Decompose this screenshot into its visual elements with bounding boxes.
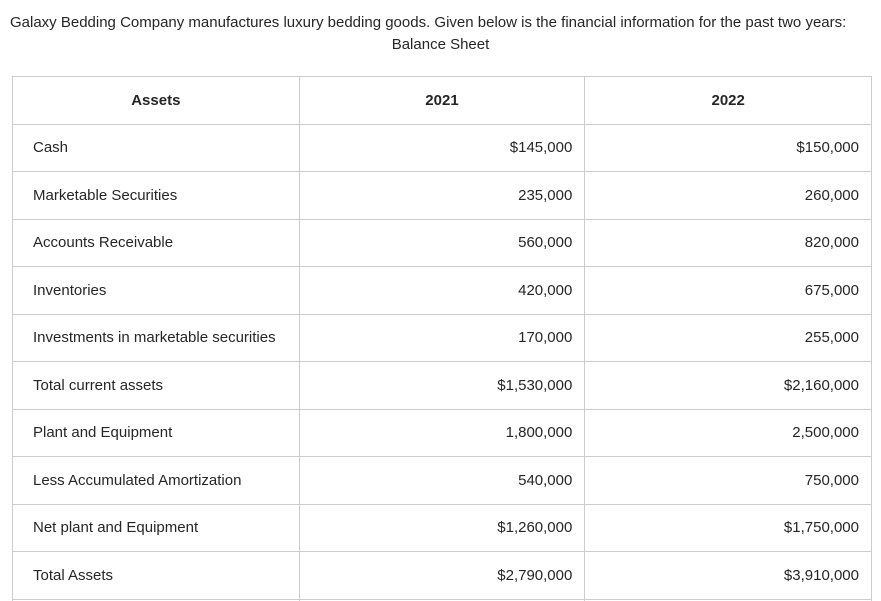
value-2022: $2,160,000 xyxy=(584,361,872,410)
row-label: Total current assets xyxy=(12,361,300,410)
value-2021: 170,000 xyxy=(298,313,586,362)
table-row-total-current-assets: Total current assets $1,530,000 $2,160,0… xyxy=(12,361,872,410)
value-2021: 420,000 xyxy=(298,266,586,315)
value-2022: $150,000 xyxy=(584,123,872,172)
table-row-less-accumulated-amortization: Less Accumulated Amortization 540,000 75… xyxy=(12,456,872,505)
row-label: Cash xyxy=(12,123,300,172)
row-label: Accounts Receivable xyxy=(12,218,300,267)
value-2021: 235,000 xyxy=(298,171,586,220)
row-label: Investments in marketable securities xyxy=(12,313,300,362)
table-row-net-plant-and-equipment: Net plant and Equipment $1,260,000 $1,75… xyxy=(12,503,872,552)
column-header-assets: Assets xyxy=(12,76,300,125)
table-row-accounts-receivable: Accounts Receivable 560,000 820,000 xyxy=(12,218,872,267)
table-row-cash: Cash $145,000 $150,000 xyxy=(12,123,872,172)
table-header-row: Assets 2021 2022 xyxy=(12,76,872,125)
problem-statement: Galaxy Bedding Company manufactures luxu… xyxy=(0,0,881,56)
value-2021: 540,000 xyxy=(298,456,586,505)
column-header-2022: 2022 xyxy=(584,76,872,125)
row-label: Marketable Securities xyxy=(12,171,300,220)
table-row-inventories: Inventories 420,000 675,000 xyxy=(12,266,872,315)
value-2021: $1,530,000 xyxy=(298,361,586,410)
problem-statement-text: Galaxy Bedding Company manufactures luxu… xyxy=(10,14,847,31)
value-2021: $1,260,000 xyxy=(298,503,586,552)
value-2021: $2,790,000 xyxy=(298,551,586,600)
balance-sheet-title: Balance Sheet xyxy=(391,36,490,53)
row-label: Plant and Equipment xyxy=(12,408,300,457)
value-2021 xyxy=(298,598,586,601)
balance-sheet-table: Assets 2021 2022 Cash $145,000 $150,000 … xyxy=(12,76,872,601)
table-row-marketable-securities: Marketable Securities 235,000 260,000 xyxy=(12,171,872,220)
table-row-partial xyxy=(12,598,872,601)
value-2022: $1,750,000 xyxy=(584,503,872,552)
table-row-investments: Investments in marketable securities 170… xyxy=(12,313,872,362)
value-2022 xyxy=(584,598,872,601)
value-2021: $145,000 xyxy=(298,123,586,172)
value-2022: 2,500,000 xyxy=(584,408,872,457)
column-header-2021: 2021 xyxy=(298,76,586,125)
value-2022: 255,000 xyxy=(584,313,872,362)
value-2021: 560,000 xyxy=(298,218,586,267)
table-row-total-assets: Total Assets $2,790,000 $3,910,000 xyxy=(12,551,872,600)
row-label: Inventories xyxy=(12,266,300,315)
row-label: Less Accumulated Amortization xyxy=(12,456,300,505)
row-label: Total Assets xyxy=(12,551,300,600)
value-2022: $3,910,000 xyxy=(584,551,872,600)
value-2022: 820,000 xyxy=(584,218,872,267)
table-row-plant-and-equipment: Plant and Equipment 1,800,000 2,500,000 xyxy=(12,408,872,457)
value-2022: 260,000 xyxy=(584,171,872,220)
value-2022: 675,000 xyxy=(584,266,872,315)
value-2021: 1,800,000 xyxy=(298,408,586,457)
value-2022: 750,000 xyxy=(584,456,872,505)
row-label: Net plant and Equipment xyxy=(12,503,300,552)
